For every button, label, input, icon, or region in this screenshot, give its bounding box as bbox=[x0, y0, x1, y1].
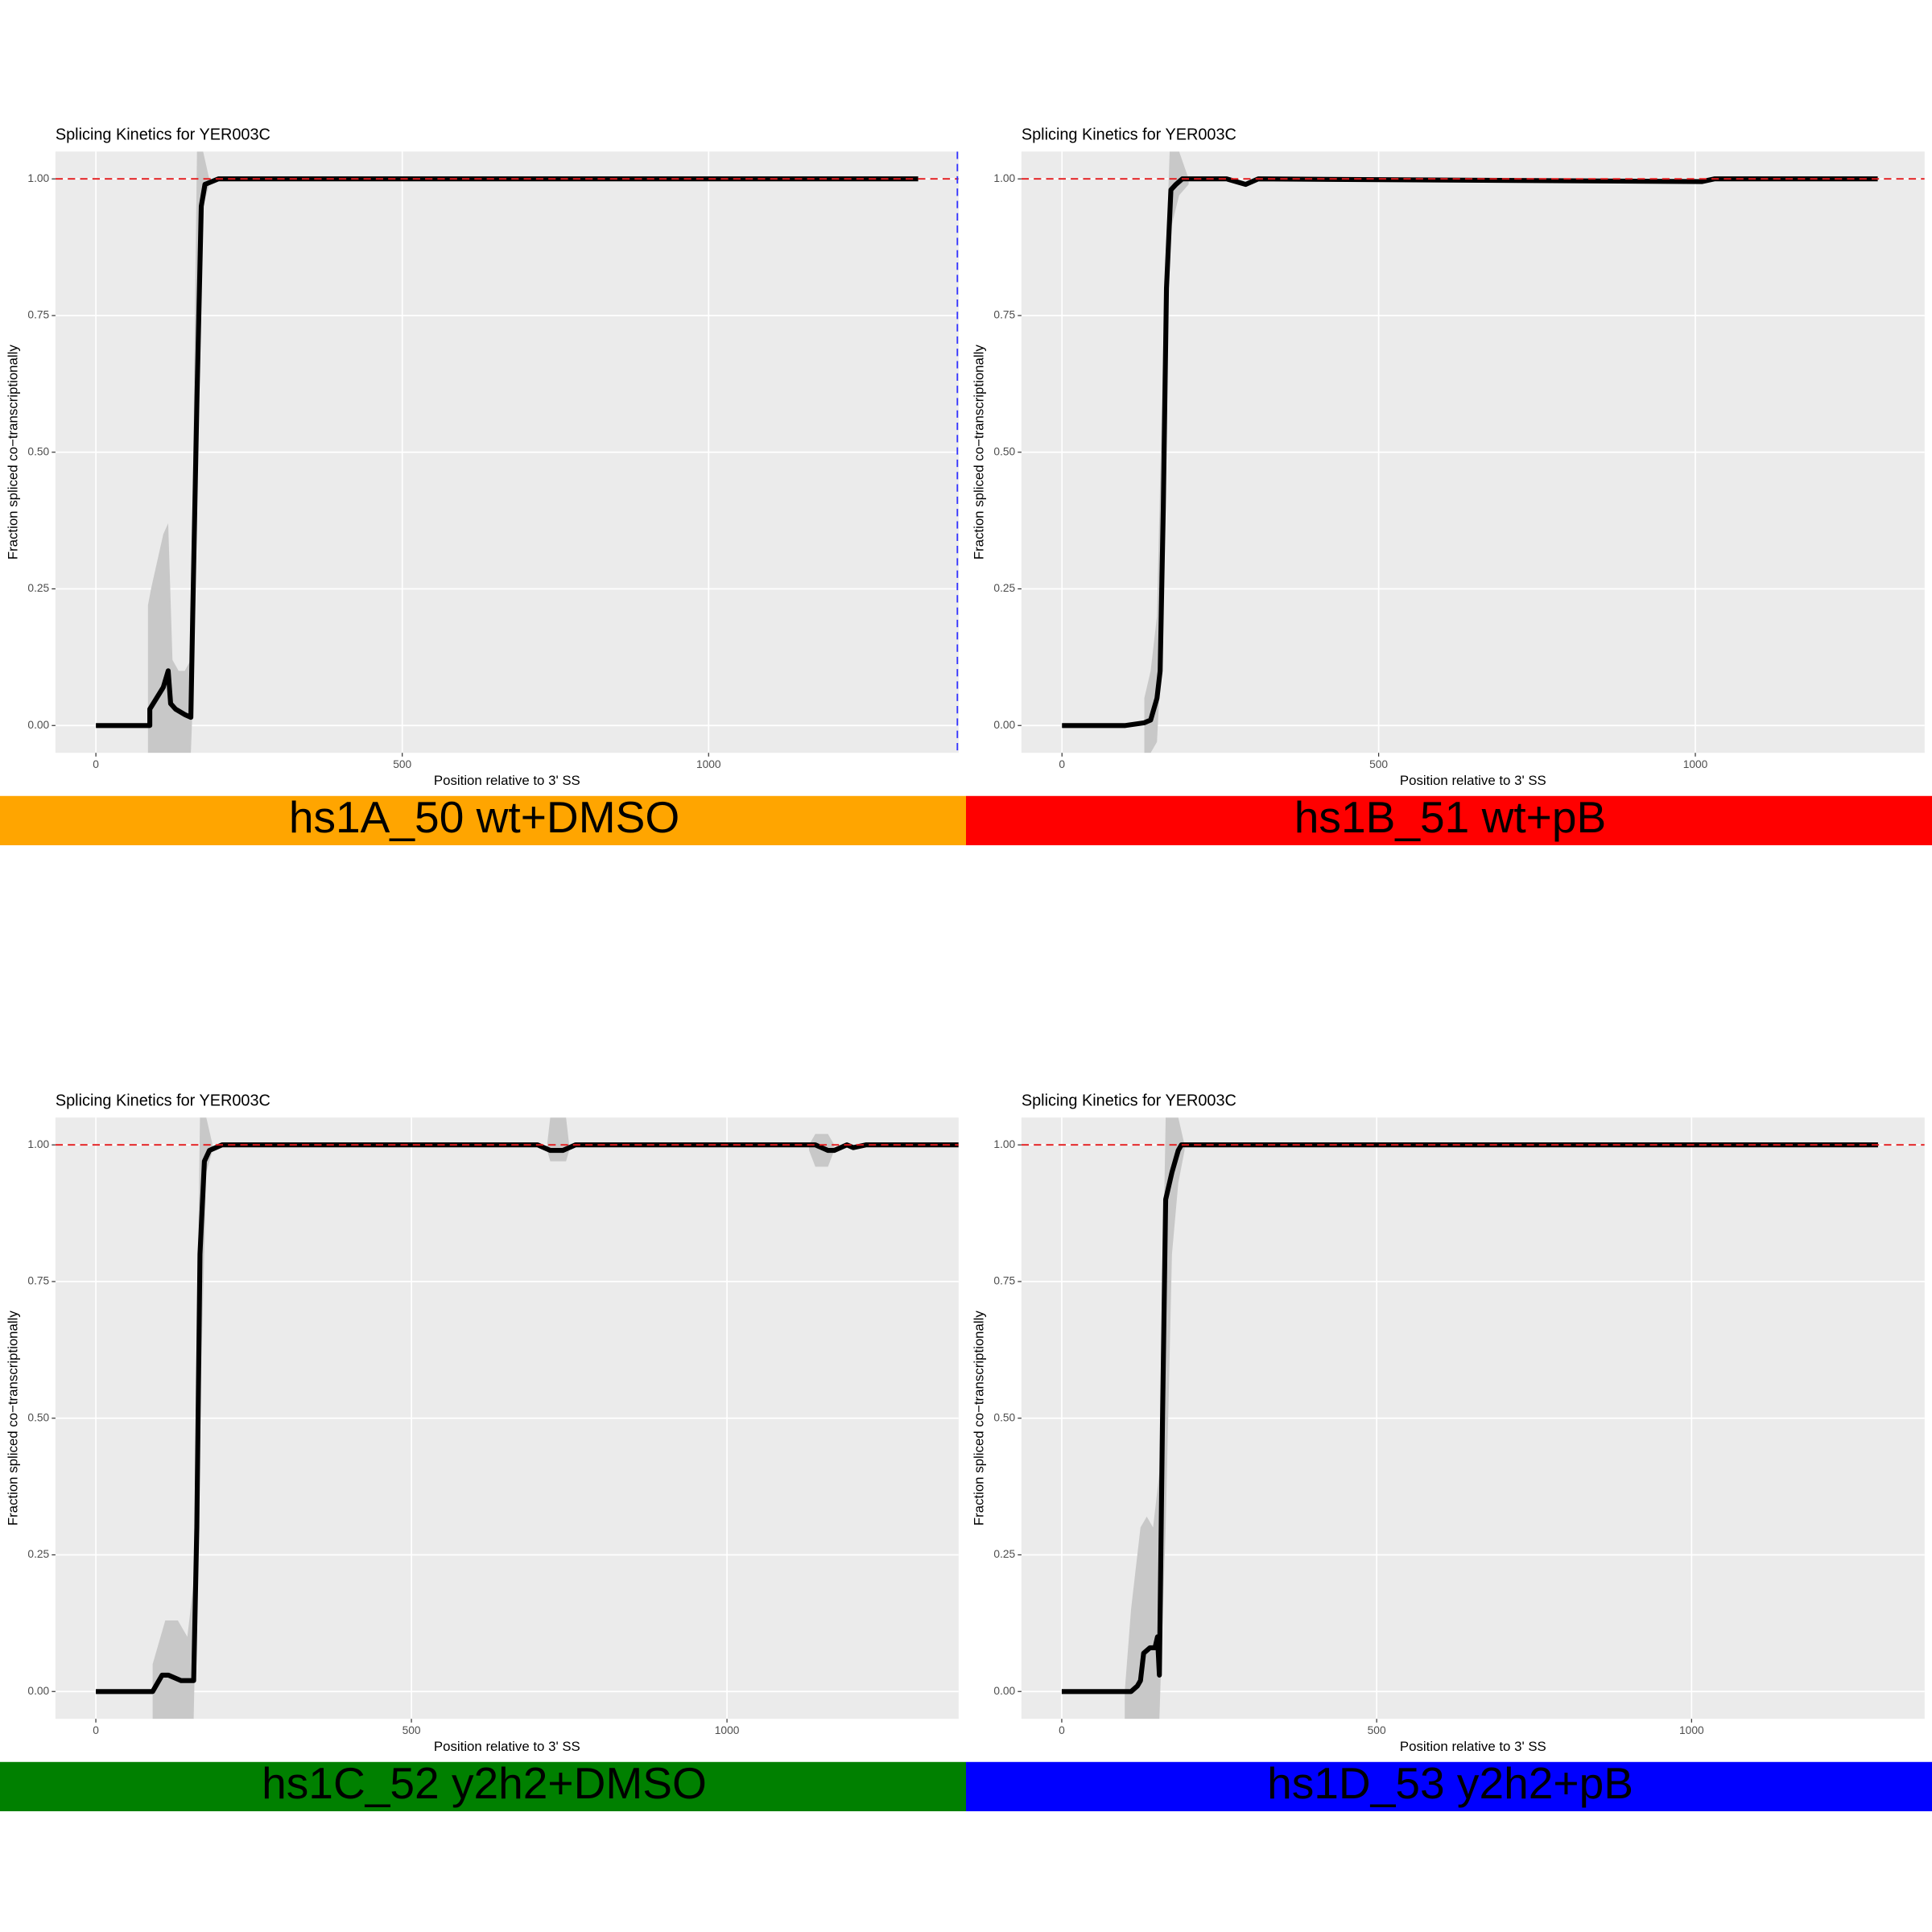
chart-title: Splicing Kinetics for YER003C bbox=[56, 126, 270, 144]
x-tick-label: 0 bbox=[93, 758, 99, 770]
y-axis-label: Fraction spliced co−transcriptionally bbox=[5, 345, 20, 560]
chart-title: Splicing Kinetics for YER003C bbox=[1022, 126, 1236, 144]
confidence-band bbox=[1125, 1117, 1185, 1719]
panel: Splicing Kinetics for YER003C 0.00 0.25 0.5… bbox=[0, 126, 966, 845]
confidence-band bbox=[809, 1133, 835, 1167]
x-tick-label: 1000 bbox=[696, 758, 721, 770]
panel: Splicing Kinetics for YER003C 0.00 0.25 0.5… bbox=[0, 1092, 966, 1811]
confidence-band bbox=[547, 1117, 570, 1162]
y-tick-label: 1.00 bbox=[993, 1138, 1015, 1150]
y-tick-label: 0.25 bbox=[27, 582, 49, 594]
banner bbox=[0, 795, 966, 845]
banner-label: hs1B_51 wt+pB bbox=[1294, 792, 1606, 842]
y-tick-label: 0.00 bbox=[27, 1685, 49, 1697]
y-tick-label: 0.00 bbox=[27, 719, 49, 731]
y-axis-label: Fraction spliced co−transcriptionally bbox=[971, 1311, 986, 1526]
y-tick-label: 0.25 bbox=[993, 1548, 1015, 1560]
chart-title: Splicing Kinetics for YER003C bbox=[56, 1092, 270, 1110]
banner-label: hs1A_50 wt+DMSO bbox=[289, 792, 679, 842]
x-tick-label: 0 bbox=[1059, 758, 1065, 770]
x-tick-label: 0 bbox=[93, 1724, 99, 1736]
y-tick-label: 0.50 bbox=[993, 445, 1015, 457]
x-tick-label: 0 bbox=[1059, 1724, 1065, 1736]
line bbox=[1061, 1142, 1878, 1695]
y-tick-label: 1.00 bbox=[27, 1138, 49, 1150]
y-tick-label: 1.00 bbox=[27, 172, 49, 184]
banner bbox=[966, 795, 1932, 845]
x-tick-label: 1000 bbox=[1679, 1724, 1704, 1736]
plot-layer bbox=[55, 151, 959, 753]
plot-layer bbox=[1021, 1117, 1925, 1719]
x-tick-label: 1000 bbox=[715, 1724, 740, 1736]
y-tick-label: 0.50 bbox=[27, 445, 49, 457]
banner bbox=[0, 1761, 966, 1811]
x-axis-label: Position relative to 3' SS bbox=[434, 1739, 580, 1754]
y-axis-label: Fraction spliced co−transcriptionally bbox=[971, 345, 986, 560]
line bbox=[96, 176, 919, 729]
y-tick-label: 0.75 bbox=[27, 309, 49, 321]
y-axis-label: Fraction spliced co−transcriptionally bbox=[5, 1311, 20, 1526]
y-tick-label: 0.50 bbox=[27, 1411, 49, 1423]
x-tick-label: 500 bbox=[402, 1724, 421, 1736]
x-tick-label: 500 bbox=[1368, 1724, 1386, 1736]
x-axis-label: Position relative to 3' SS bbox=[1400, 773, 1546, 788]
y-tick-label: 0.25 bbox=[27, 1548, 49, 1560]
x-axis-label: Position relative to 3' SS bbox=[434, 773, 580, 788]
banner bbox=[966, 1761, 1932, 1811]
x-axis-label: Position relative to 3' SS bbox=[1400, 1739, 1546, 1754]
x-tick-label: 1000 bbox=[1683, 758, 1708, 770]
line bbox=[96, 1142, 959, 1695]
y-tick-label: 0.25 bbox=[993, 582, 1015, 594]
plot-layer bbox=[55, 1117, 959, 1719]
confidence-band bbox=[152, 1117, 213, 1719]
y-tick-label: 0.00 bbox=[993, 719, 1015, 731]
y-tick-label: 0.75 bbox=[993, 309, 1015, 321]
x-tick-label: 500 bbox=[1369, 758, 1388, 770]
y-tick-label: 1.00 bbox=[993, 172, 1015, 184]
y-tick-label: 0.75 bbox=[993, 1275, 1015, 1287]
chart-title: Splicing Kinetics for YER003C bbox=[1022, 1092, 1236, 1110]
x-tick-label: 500 bbox=[393, 758, 411, 770]
panel: Splicing Kinetics for YER003C 0.00 0.25 0.5… bbox=[966, 126, 1932, 845]
y-tick-label: 0.75 bbox=[27, 1275, 49, 1287]
y-tick-label: 0.50 bbox=[993, 1411, 1015, 1423]
banner-label: hs1D_53 y2h2+pB bbox=[1267, 1758, 1633, 1808]
plot-layer bbox=[1021, 151, 1925, 753]
y-tick-label: 0.00 bbox=[993, 1685, 1015, 1697]
panel: Splicing Kinetics for YER003C 0.00 0.25 0.5… bbox=[966, 1092, 1932, 1811]
banner-label: hs1C_52 y2h2+DMSO bbox=[262, 1758, 707, 1808]
